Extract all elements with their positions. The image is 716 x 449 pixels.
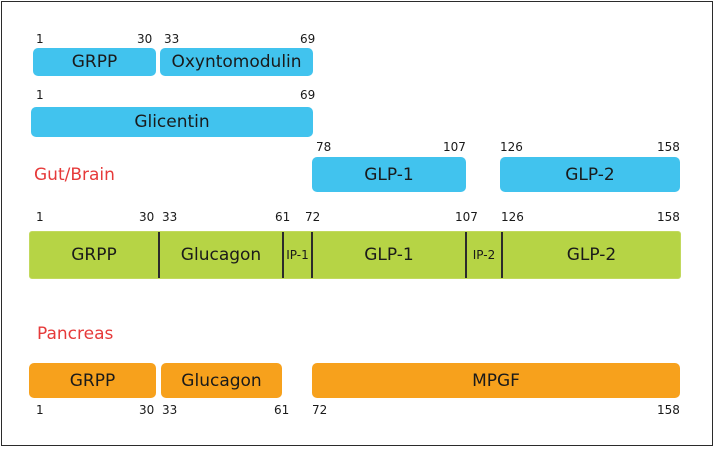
position-label: 33	[164, 32, 180, 46]
position-label: 30	[139, 403, 155, 417]
proglucagon-bar: GRPP Glucagon IP-1 GLP-1 IP-2 GLP-2	[29, 231, 681, 279]
position-label: 61	[275, 210, 291, 224]
glucagon-segment: Glucagon	[180, 245, 262, 265]
position-label: 1	[36, 403, 44, 417]
position-label: 1	[36, 210, 44, 224]
grpp-bar: GRPP	[33, 48, 156, 76]
segment-divider	[282, 232, 284, 278]
position-label: 107	[455, 210, 478, 224]
glp1-bar: GLP-1	[312, 157, 466, 192]
position-label: 158	[657, 403, 680, 417]
position-label: 78	[316, 140, 332, 154]
segment-divider	[158, 232, 160, 278]
ip1-segment: IP-1	[286, 248, 309, 262]
position-label: 72	[312, 403, 328, 417]
segment-divider	[501, 232, 503, 278]
ip2-segment: IP-2	[472, 248, 496, 262]
position-label: 158	[657, 210, 680, 224]
pancreas-title: Pancreas	[37, 324, 114, 344]
position-label: 30	[137, 32, 153, 46]
grpp-bar: GRPP	[29, 363, 156, 398]
position-label: 126	[501, 210, 524, 224]
glucagon-bar: Glucagon	[161, 363, 282, 398]
glicentin-bar: Glicentin	[31, 107, 313, 137]
glp2-bar: GLP-2	[500, 157, 680, 192]
oxyntomodulin-bar: Oxyntomodulin	[160, 48, 313, 76]
grpp-segment: GRPP	[71, 245, 117, 265]
position-label: 33	[162, 210, 178, 224]
position-label: 33	[162, 403, 178, 417]
position-label: 72	[305, 210, 321, 224]
glp2-segment: GLP-2	[566, 245, 617, 265]
position-label: 1	[36, 32, 44, 46]
position-label: 1	[36, 88, 44, 102]
position-label: 107	[443, 140, 466, 154]
position-label: 126	[500, 140, 523, 154]
segment-divider	[311, 232, 313, 278]
position-label: 61	[274, 403, 290, 417]
gut-brain-title: Gut/Brain	[34, 165, 115, 185]
position-label: 69	[300, 32, 316, 46]
position-label: 69	[300, 88, 316, 102]
segment-divider	[465, 232, 467, 278]
position-label: 158	[657, 140, 680, 154]
position-label: 30	[139, 210, 155, 224]
mpgf-bar: MPGF	[312, 363, 680, 398]
glp1-segment: GLP-1	[364, 245, 414, 265]
